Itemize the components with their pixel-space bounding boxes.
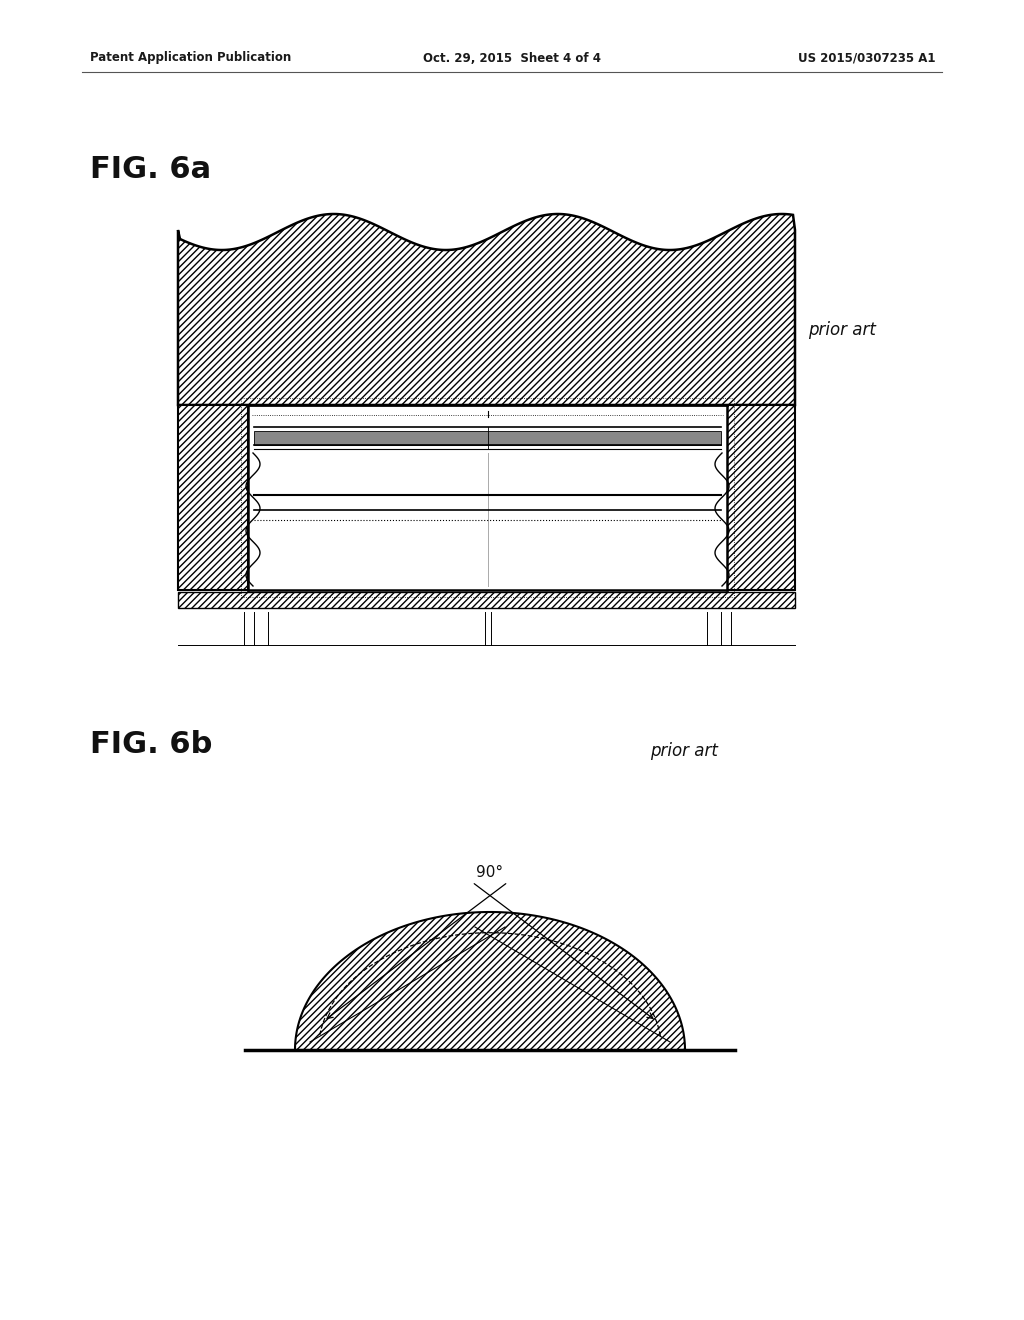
Text: Patent Application Publication: Patent Application Publication	[90, 51, 291, 65]
Polygon shape	[178, 214, 795, 405]
Bar	[248, 405, 727, 590]
Text: FIG. 6b: FIG. 6b	[90, 730, 212, 759]
Text: Oct. 29, 2015  Sheet 4 of 4: Oct. 29, 2015 Sheet 4 of 4	[423, 51, 601, 65]
Polygon shape	[178, 591, 795, 609]
Polygon shape	[727, 405, 795, 590]
Bar	[254, 432, 721, 445]
Text: FIG. 6a: FIG. 6a	[90, 154, 211, 183]
Polygon shape	[178, 405, 248, 590]
Text: 90°: 90°	[476, 865, 504, 880]
Text: prior art: prior art	[808, 321, 876, 339]
Text: prior art: prior art	[650, 742, 718, 760]
Polygon shape	[295, 912, 685, 1049]
Text: US 2015/0307235 A1: US 2015/0307235 A1	[798, 51, 935, 65]
